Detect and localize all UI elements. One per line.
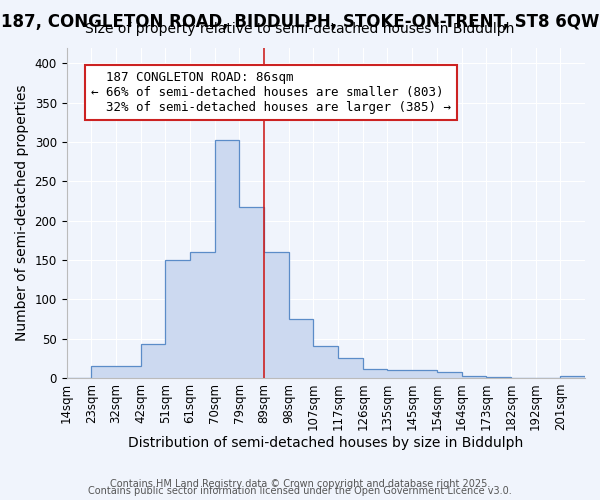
Y-axis label: Number of semi-detached properties: Number of semi-detached properties [15, 84, 29, 341]
X-axis label: Distribution of semi-detached houses by size in Biddulph: Distribution of semi-detached houses by … [128, 436, 523, 450]
Text: Contains public sector information licensed under the Open Government Licence v3: Contains public sector information licen… [88, 486, 512, 496]
Text: Size of property relative to semi-detached houses in Biddulph: Size of property relative to semi-detach… [85, 22, 515, 36]
Text: Contains HM Land Registry data © Crown copyright and database right 2025.: Contains HM Land Registry data © Crown c… [110, 479, 490, 489]
Text: 187, CONGLETON ROAD, BIDDULPH, STOKE-ON-TRENT, ST8 6QW: 187, CONGLETON ROAD, BIDDULPH, STOKE-ON-… [1, 12, 599, 30]
Text: 187 CONGLETON ROAD: 86sqm
← 66% of semi-detached houses are smaller (803)
  32% : 187 CONGLETON ROAD: 86sqm ← 66% of semi-… [91, 71, 451, 114]
